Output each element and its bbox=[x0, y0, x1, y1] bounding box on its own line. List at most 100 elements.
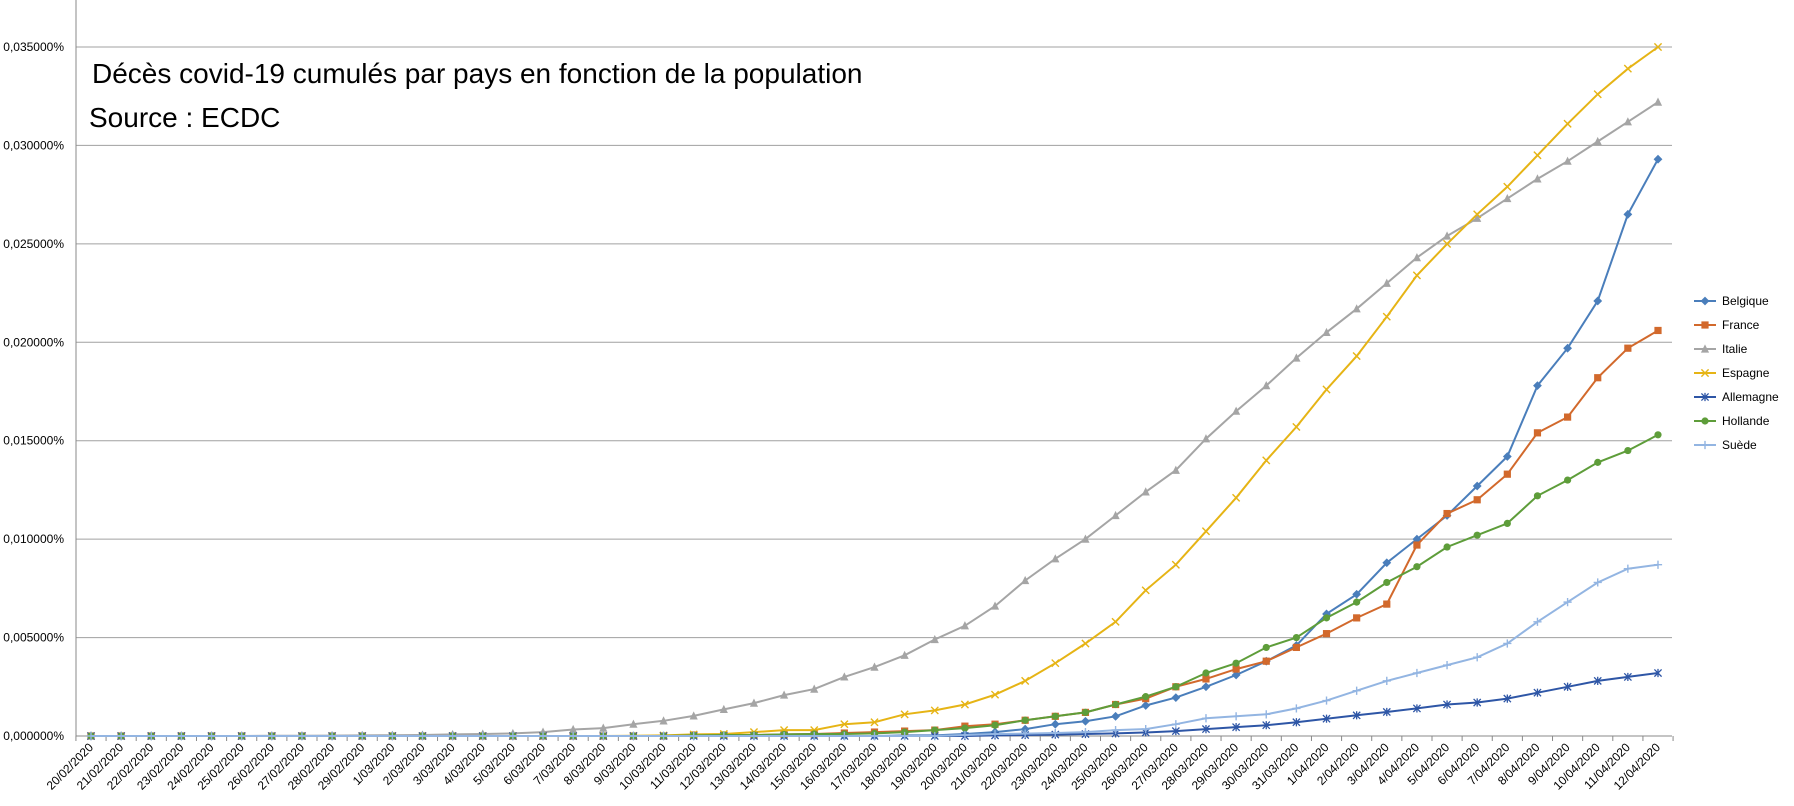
data-point bbox=[1262, 721, 1271, 730]
legend-item-suede: Suède bbox=[1694, 438, 1757, 452]
data-point bbox=[177, 731, 186, 741]
data-point bbox=[930, 634, 939, 644]
data-point bbox=[1563, 413, 1572, 421]
data-point bbox=[749, 731, 759, 741]
data-point bbox=[1352, 686, 1361, 695]
y-tick-label: 0,000000% bbox=[3, 729, 64, 743]
data-point bbox=[1593, 136, 1602, 146]
y-tick-label: 0,005000% bbox=[3, 631, 64, 645]
data-point bbox=[1503, 470, 1511, 478]
data-point bbox=[207, 731, 216, 741]
data-point bbox=[1171, 726, 1180, 736]
data-point bbox=[569, 724, 578, 734]
data-point bbox=[1413, 541, 1421, 549]
y-tick-label: 0,010000% bbox=[3, 532, 64, 546]
data-point bbox=[1201, 682, 1211, 692]
data-point bbox=[1623, 209, 1633, 219]
chart-subtitle: Source : ECDC bbox=[89, 102, 281, 133]
data-point bbox=[1653, 154, 1663, 164]
data-point bbox=[990, 729, 1000, 739]
data-point bbox=[1533, 617, 1542, 626]
data-point bbox=[1081, 534, 1090, 543]
data-point bbox=[1700, 296, 1710, 306]
data-point bbox=[86, 731, 96, 741]
data-point bbox=[1563, 343, 1572, 353]
data-point bbox=[1292, 718, 1301, 727]
data-point bbox=[629, 719, 638, 728]
series-belgique bbox=[86, 154, 1663, 741]
data-point bbox=[1292, 353, 1301, 362]
gridlines bbox=[76, 46, 1672, 639]
data-point bbox=[1201, 725, 1211, 734]
data-point bbox=[1443, 509, 1451, 518]
data-point bbox=[1563, 156, 1572, 165]
series-line bbox=[91, 433, 1659, 737]
legend-label: Hollande bbox=[1722, 414, 1770, 428]
data-point bbox=[1051, 659, 1060, 668]
data-point bbox=[1442, 239, 1452, 248]
data-point bbox=[1700, 368, 1710, 378]
data-point bbox=[930, 706, 939, 715]
legend-label: Espagne bbox=[1722, 366, 1770, 380]
data-point bbox=[1473, 210, 1482, 219]
series-italie bbox=[86, 97, 1663, 740]
data-point bbox=[508, 731, 517, 741]
data-point bbox=[1232, 723, 1241, 732]
data-point bbox=[1473, 698, 1482, 707]
data-point bbox=[1292, 643, 1300, 652]
data-point bbox=[749, 698, 759, 707]
data-point bbox=[870, 662, 879, 671]
data-point bbox=[900, 731, 909, 741]
data-point bbox=[1382, 278, 1391, 287]
legend-item-belgique: Belgique bbox=[1694, 294, 1769, 308]
data-point bbox=[1141, 701, 1151, 710]
data-point bbox=[1382, 707, 1391, 717]
data-point bbox=[1021, 729, 1030, 738]
data-point bbox=[1533, 429, 1542, 437]
data-point bbox=[1141, 487, 1150, 496]
legend-item-allemagne: Allemagne bbox=[1694, 390, 1779, 404]
data-point bbox=[1322, 714, 1331, 723]
data-point bbox=[1700, 392, 1710, 402]
data-point bbox=[1322, 614, 1331, 622]
data-point bbox=[1533, 492, 1542, 500]
data-point bbox=[1593, 90, 1602, 99]
data-point bbox=[1232, 712, 1241, 721]
data-point bbox=[1353, 614, 1361, 622]
data-point bbox=[1322, 327, 1331, 337]
data-point bbox=[779, 690, 789, 699]
data-point bbox=[990, 690, 1000, 699]
data-point bbox=[1503, 639, 1512, 648]
data-point bbox=[1081, 639, 1090, 648]
series-line bbox=[91, 672, 1659, 737]
data-point bbox=[990, 601, 1000, 610]
data-point bbox=[1442, 231, 1452, 240]
data-point bbox=[358, 731, 367, 741]
series-line bbox=[91, 101, 1659, 737]
legend-label: Allemagne bbox=[1722, 390, 1779, 404]
data-point bbox=[1021, 575, 1030, 585]
data-point bbox=[1653, 42, 1663, 52]
data-point bbox=[1020, 724, 1030, 734]
data-point bbox=[1262, 456, 1271, 465]
series-line bbox=[91, 563, 1659, 737]
data-point bbox=[1654, 326, 1662, 335]
data-point bbox=[1322, 630, 1331, 638]
data-point bbox=[840, 731, 849, 741]
data-point bbox=[960, 730, 970, 740]
data-point bbox=[719, 704, 728, 714]
y-tick-label: 0,020000% bbox=[3, 335, 64, 349]
data-point bbox=[1473, 213, 1482, 222]
data-point bbox=[1700, 344, 1710, 353]
data-point bbox=[1231, 670, 1241, 680]
data-point bbox=[960, 621, 970, 630]
data-point bbox=[1654, 431, 1662, 439]
data-point bbox=[1623, 564, 1632, 573]
data-point bbox=[1594, 374, 1602, 382]
data-point bbox=[1021, 716, 1029, 724]
legend-label: Italie bbox=[1722, 342, 1748, 356]
data-point bbox=[1292, 704, 1301, 713]
data-point bbox=[1202, 675, 1210, 683]
legend-item-france: France bbox=[1694, 318, 1760, 332]
y-tick-label: 0,035000% bbox=[3, 40, 64, 54]
